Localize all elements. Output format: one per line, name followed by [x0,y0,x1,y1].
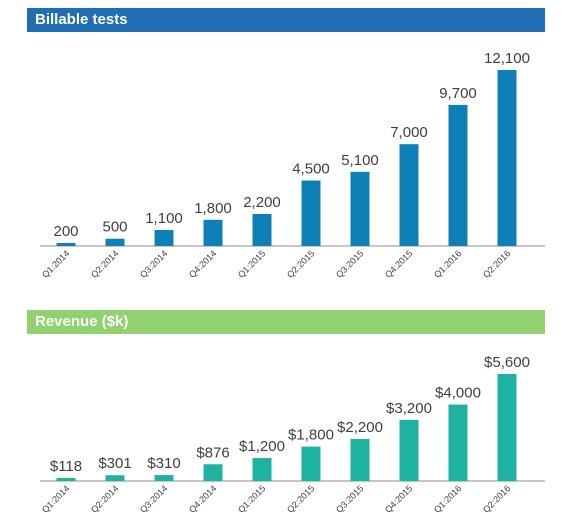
data-label: 500 [102,219,127,236]
bar [203,464,223,481]
data-label: $118 [50,458,82,475]
bar [497,70,517,246]
billable-tests-chart: 200 Q1:2014 500 Q2:2014 1,100 Q3:2014 1,800 Q4:… [40,50,545,280]
tick-label: Q4:2014 [187,483,218,514]
data-label: 1,800 [194,200,232,217]
tick-label: Q4:2014 [187,248,218,279]
data-label: $876 [196,444,229,461]
data-label: 200 [53,223,78,240]
data-label: 9,700 [439,85,477,102]
tick-label: Q1:2016 [432,248,463,279]
bar [203,219,223,246]
tick-label: Q2:2016 [481,248,512,279]
data-label: 7,000 [390,124,428,141]
data-label: 2,200 [243,194,281,211]
data-label: 5,100 [341,152,379,169]
tick-label: Q3:2015 [334,483,365,514]
bar [154,475,174,481]
data-label: $1,200 [239,438,285,455]
bar [56,478,76,481]
tick-label: Q1:2015 [236,248,267,279]
data-label: $301 [98,455,131,472]
data-label: 4,500 [292,161,330,178]
bar [399,419,419,481]
revenue-title: Revenue ($k) [27,310,545,334]
data-label: 12,100 [484,50,530,67]
data-label: $3,200 [386,400,432,417]
tick-label: Q1:2015 [236,483,267,514]
tick-label: Q2:2016 [481,483,512,514]
billable-tests-title: Billable tests [27,8,545,32]
tick-label: Q2:2014 [89,483,120,514]
tick-label: Q4:2015 [383,483,414,514]
tick-label: Q3:2014 [138,248,169,279]
bar [154,230,174,246]
data-label: 1,100 [145,210,183,227]
tick-label: Q3:2015 [334,248,365,279]
bar [301,180,321,246]
bar [105,238,125,246]
tick-label: Q1:2014 [40,483,71,514]
tick-label: Q2:2014 [89,248,120,279]
tick-label: Q2:2015 [285,248,316,279]
tick-label: Q2:2015 [285,483,316,514]
data-label: $5,600 [484,354,530,371]
data-label: $2,200 [337,419,383,436]
bar [252,214,272,246]
bar [105,475,125,481]
tick-label: Q4:2015 [383,248,414,279]
bar [497,374,517,481]
bar [448,404,468,481]
bar [350,438,370,481]
bar [252,458,272,481]
tick-label: Q1:2014 [40,248,71,279]
bar [56,243,76,246]
tick-label: Q3:2014 [138,483,169,514]
bar [399,144,419,246]
bar [448,104,468,246]
bar [301,446,321,481]
bar [350,171,370,246]
data-label: $1,800 [288,427,334,444]
data-label: $310 [147,455,180,472]
revenue-chart: $118 Q1:2014 $301 Q2:2014 $310 Q3:2014 $876 Q4:… [40,354,545,515]
data-label: $4,000 [435,385,481,402]
tick-label: Q1:2016 [432,483,463,514]
